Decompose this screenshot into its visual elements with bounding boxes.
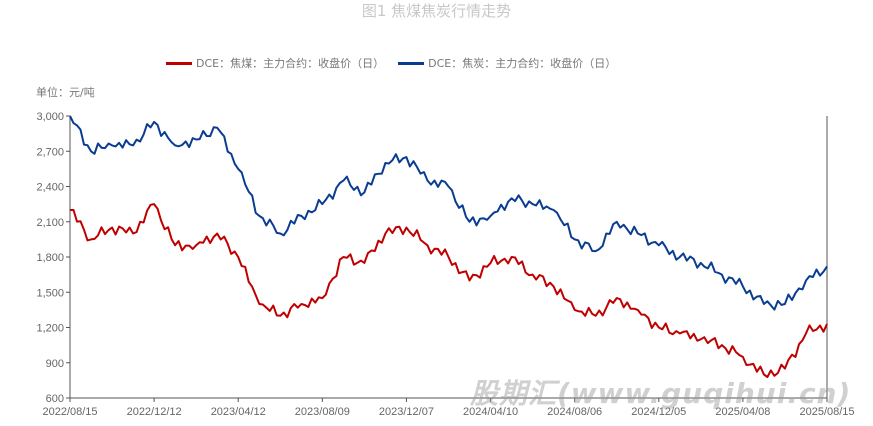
coking-coal-series-line	[70, 203, 828, 378]
y-tick-label: 1,200	[36, 323, 64, 335]
legend-item-coke: DCE：焦炭：主力合约：收盘价（日）	[398, 55, 616, 71]
x-tick-label: 2024/12/05	[631, 406, 686, 418]
legend-swatch	[166, 61, 192, 65]
x-tick-label: 2024/04/10	[463, 406, 518, 418]
x-tick-label: 2024/08/06	[547, 406, 602, 418]
legend-label: DCE：焦煤：主力合约：收盘价（日）	[196, 57, 385, 70]
x-tick-label: 2023/08/09	[295, 406, 350, 418]
x-tick-label: 2025/04/08	[715, 406, 770, 418]
x-tick-label: 2022/12/12	[127, 406, 182, 418]
legend-label: DCE：焦炭：主力合约：收盘价（日）	[428, 57, 617, 70]
chart-title: 图1 焦煤焦炭行情走势	[361, 2, 512, 20]
legend-item-coking-coal: DCE：焦煤：主力合约：收盘价（日）	[166, 55, 384, 71]
y-tick-label: 600	[46, 393, 64, 405]
y-tick-label: 900	[46, 358, 64, 370]
x-tick-label: 2023/12/07	[379, 406, 434, 418]
x-tick-label: 2022/08/15	[42, 406, 97, 418]
y-tick-label: 2,400	[36, 182, 64, 194]
legend-swatch	[398, 61, 425, 65]
coke-series-line	[69, 115, 828, 311]
y-tick-label: 1,800	[36, 252, 64, 264]
y-tick-label: 2,700	[36, 146, 64, 158]
legend: DCE：焦煤：主力合约：收盘价（日） DCE：焦炭：主力合约：收盘价（日）	[166, 55, 630, 71]
y-tick-label: 1,500	[36, 287, 64, 299]
x-tick-label: 2023/04/12	[211, 406, 266, 418]
y-axis-unit: 单位：元/吨	[36, 86, 95, 99]
y-tick-label: 3,000	[36, 111, 64, 123]
y-tick-label: 2,100	[36, 217, 64, 229]
watermark: 股期汇(www.guqihui.cn)	[470, 377, 852, 410]
x-tick-label: 2025/08/15	[799, 406, 854, 418]
